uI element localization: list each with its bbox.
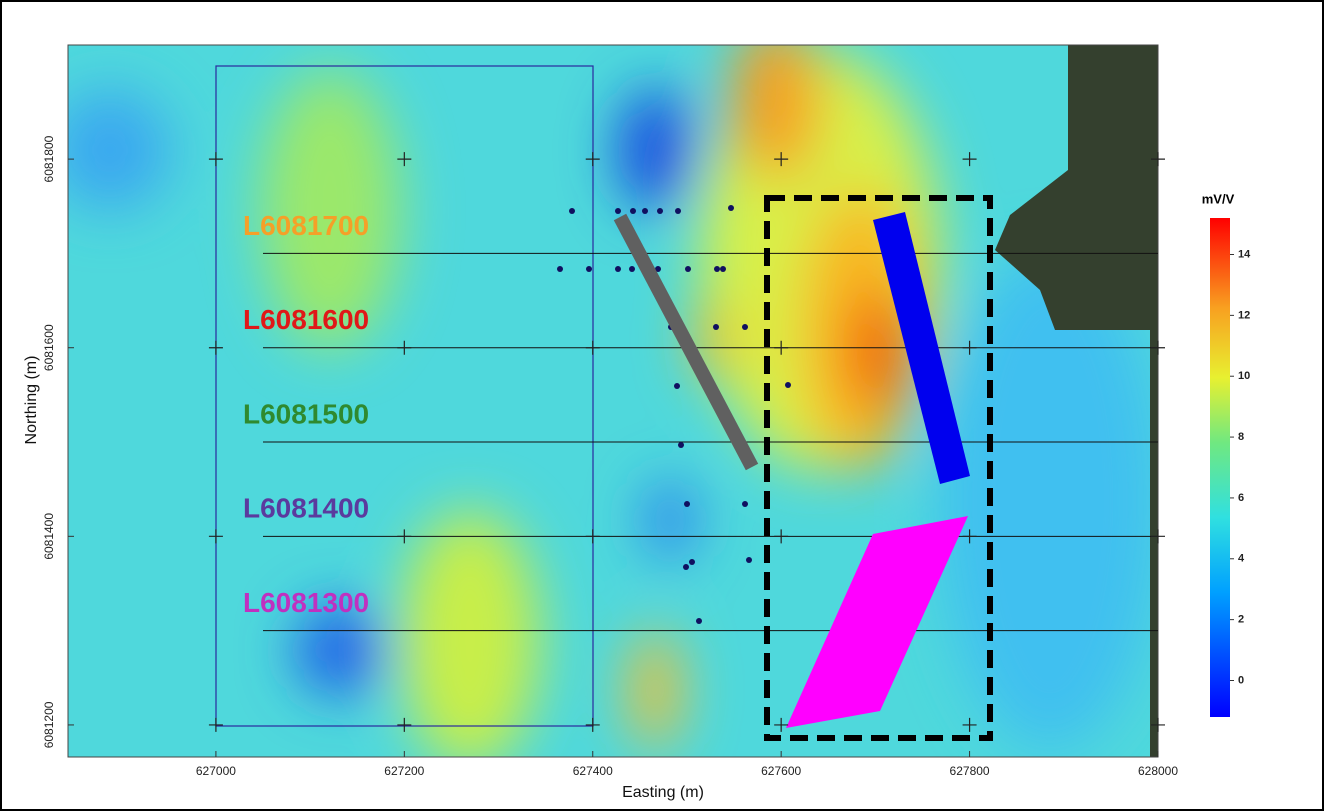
plot-area (68, 45, 1158, 757)
grid-cross (774, 717, 789, 732)
colorbar-tick-label: 12 (1238, 309, 1250, 321)
survey-lines: L6081700 L6081600 L6081500 L6081400 L6081300 (243, 210, 1158, 632)
x-tick-label: 628000 (1138, 764, 1178, 778)
grid-cross (397, 152, 412, 167)
target-area (764, 195, 993, 741)
grid-cross (397, 529, 412, 544)
grid-cross (585, 717, 600, 732)
survey-line-label: L6081300 (243, 587, 369, 618)
colorbar-tick-label: 6 (1238, 492, 1244, 504)
grid-cross (962, 340, 977, 355)
y-tick-label: 6081800 (42, 135, 56, 182)
x-tick-label: 627400 (573, 764, 613, 778)
anomaly-field (68, 45, 1158, 757)
colorbar-tick-label: 8 (1238, 431, 1244, 443)
colorbar-tick-label: 10 (1238, 370, 1250, 382)
grid-cross (208, 529, 223, 544)
grid-cross (962, 152, 977, 167)
grid-cross (962, 529, 977, 544)
grid-cross (397, 717, 412, 732)
colorbar-tick-label: 0 (1238, 674, 1244, 686)
x-tick-label: 627800 (950, 764, 990, 778)
x-tick-label: 627200 (384, 764, 424, 778)
gray-target (613, 213, 759, 471)
grid-cross (397, 340, 412, 355)
colorbar-title: mV/V (1202, 191, 1235, 206)
colorbar-tick-label: 2 (1238, 614, 1244, 626)
survey-line-label: L6081500 (243, 398, 369, 429)
x-tick-label: 627600 (761, 764, 801, 778)
grid-cross (208, 717, 223, 732)
satellite-image (995, 45, 1158, 757)
grid-cross (585, 529, 600, 544)
colorbar (1210, 218, 1230, 717)
y-axis-label: Northing (m) (23, 356, 40, 445)
grid-cross (585, 152, 600, 167)
grid-cross (1151, 152, 1165, 167)
survey-line-label: L6081600 (243, 304, 369, 335)
grid-cross (208, 152, 223, 167)
survey-line-label: L6081400 (243, 493, 369, 524)
grid-cross (774, 152, 789, 167)
x-tick-label: 627000 (196, 764, 236, 778)
survey-line-label: L6081700 (243, 210, 369, 241)
stations (557, 205, 791, 624)
y-tick-label: 6081400 (42, 513, 56, 560)
grid-cross (1151, 717, 1165, 732)
blue-target (873, 212, 970, 484)
grid-cross (1151, 340, 1165, 355)
grid-cross (585, 340, 600, 355)
plot-border (67, 44, 1159, 758)
y-tick-label: 6081600 (42, 324, 56, 371)
grid-cross (774, 340, 789, 355)
grid-cross (208, 340, 223, 355)
colorbar-tick-label: 14 (1238, 248, 1251, 260)
colorbar-tick-label: 4 (1238, 553, 1245, 565)
grid-cross (962, 717, 977, 732)
grid-cross (774, 529, 789, 544)
y-tick-label: 6081200 (42, 701, 56, 748)
grid-cross (1151, 529, 1165, 544)
magenta-target (786, 516, 968, 728)
x-axis-label: Easting (m) (622, 784, 704, 801)
